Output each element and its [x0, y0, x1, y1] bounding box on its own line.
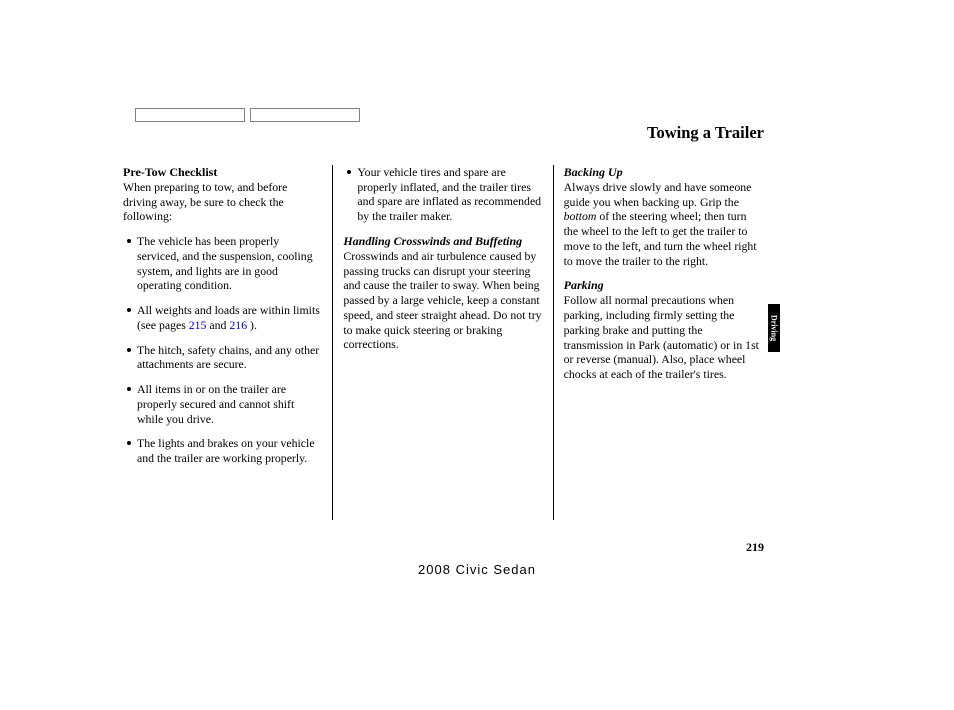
backing-up-heading: Backing Up [564, 165, 623, 179]
crosswinds-section: Handling Crosswinds and Buffeting Crossw… [343, 234, 542, 352]
column-1: Pre-Tow Checklist When preparing to tow,… [113, 165, 332, 520]
page-link[interactable]: 216 [229, 318, 247, 332]
col2-list: Your vehicle tires and spare are properl… [343, 165, 542, 224]
page-number: 219 [746, 540, 764, 555]
pre-tow-list: The vehicle has been properly serviced, … [123, 234, 322, 466]
parking-section: Parking Follow all normal precautions wh… [564, 278, 763, 381]
text: Always drive slowly and have someone gui… [564, 180, 752, 209]
column-2: Your vehicle tires and spare are properl… [332, 165, 552, 520]
list-item: All items in or on the trailer are prope… [123, 382, 322, 426]
column-3: Backing Up Always drive slowly and have … [553, 165, 773, 520]
italic-word: bottom [564, 209, 597, 223]
text: and [206, 318, 229, 332]
parking-heading: Parking [564, 278, 604, 292]
guide-box [135, 108, 245, 122]
list-item: All weights and loads are within limits … [123, 303, 322, 332]
page-link[interactable]: 215 [189, 318, 207, 332]
page-title: Towing a Trailer [647, 123, 764, 143]
list-item: The lights and brakes on your vehicle an… [123, 436, 322, 465]
crosswinds-heading: Handling Crosswinds and Buffeting [343, 234, 522, 248]
list-item: The vehicle has been properly serviced, … [123, 234, 322, 293]
list-item: The hitch, safety chains, and any other … [123, 343, 322, 372]
list-item: Your vehicle tires and spare are properl… [343, 165, 542, 224]
pre-tow-heading: Pre-Tow Checklist [123, 165, 322, 180]
pre-tow-intro: When preparing to tow, and before drivin… [123, 180, 322, 224]
crosswinds-body: Crosswinds and air turbulence caused by … [343, 249, 541, 351]
guide-box [250, 108, 360, 122]
header-guide-boxes [113, 108, 793, 122]
backing-up-section: Backing Up Always drive slowly and have … [564, 165, 763, 268]
parking-body: Follow all normal precautions when parki… [564, 293, 759, 381]
manual-page: Towing a Trailer Driving Pre-Tow Checkli… [0, 0, 954, 710]
footer-model-year: 2008 Civic Sedan [0, 562, 954, 577]
text: ). [247, 318, 257, 332]
content-columns: Pre-Tow Checklist When preparing to tow,… [113, 165, 773, 520]
